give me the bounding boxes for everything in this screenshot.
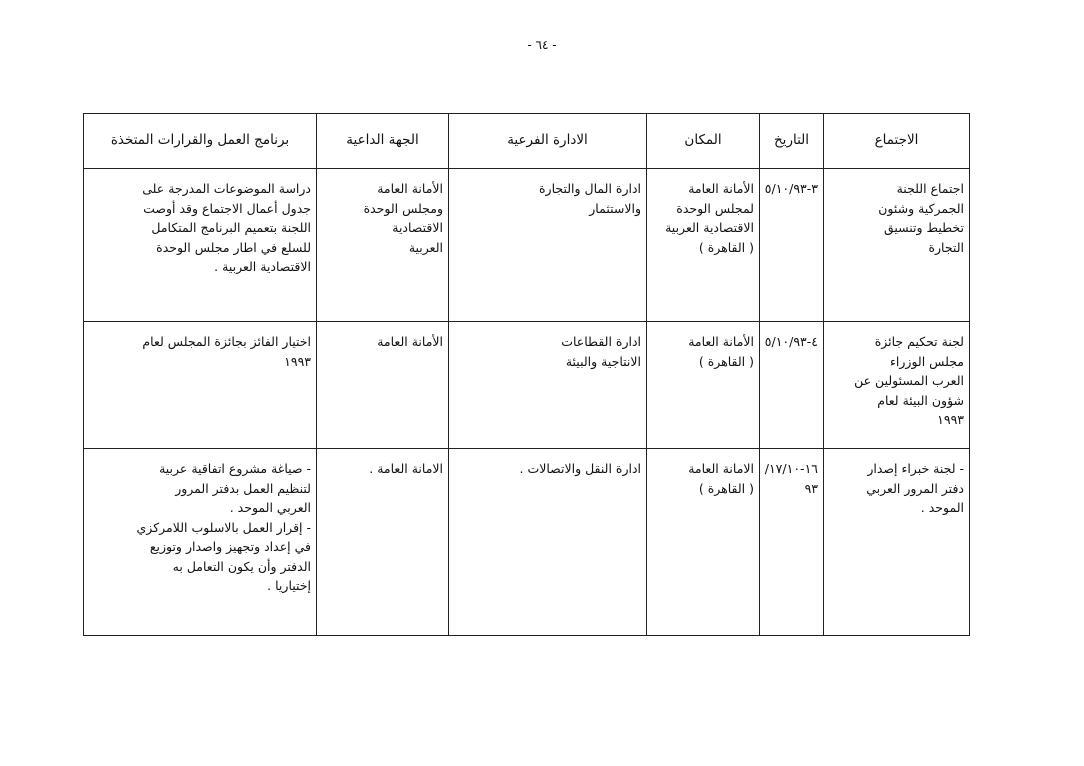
cell-line: ( القاهرة ) [698, 239, 754, 255]
cell-line: مجلس الوزراء [890, 353, 964, 369]
cell-line: العربية [408, 239, 443, 255]
header-date: التاريخ [759, 113, 824, 169]
table-header-row: الاجتماع التاريخ المكان الادارة الفرعية الجه… [83, 113, 970, 169]
cell-sub-department: ادارة القطاعات الانتاجية والبيئة [448, 321, 647, 449]
cell-line: - لجنة خبراء إصدار [867, 461, 964, 476]
cell-line: الانتاجية والبيئة [565, 353, 641, 369]
cell-line: ادارة المال والتجارة [539, 181, 641, 196]
cell-line: ادارة النقل والاتصالات . [519, 461, 642, 476]
cell-line: الموحد . [920, 500, 964, 515]
cell-line: العربي الموحد . [229, 500, 311, 515]
cell-line: جدول أعمال الاجتماع وقد أوصت [143, 200, 311, 216]
cell-location: الأمانة العامة ( القاهرة ) [646, 321, 760, 449]
cell-date: ٣-٥/١٠/٩٣ [759, 168, 824, 322]
cell-sub-department: ادارة المال والتجارة والاستثمار [448, 168, 647, 322]
cell-line: - إقرار العمل بالاسلوب اللامركزي [136, 519, 311, 535]
cell-line: دفتر المرور العربي [866, 480, 964, 496]
cell-line: الدفتر وأن يكون التعامل به [172, 558, 311, 574]
cell-line: ومجلس الوحدة [363, 200, 443, 216]
cell-line: الاقتصادية [392, 220, 443, 235]
cell-line: للسلع في اطار مجلس الوحدة [156, 239, 311, 255]
cell-line: لجنة تحكيم جائزة [874, 334, 964, 349]
cell-inviting-body: الامانة العامة . [316, 448, 449, 636]
cell-line: العرب المسئولين عن [854, 373, 964, 388]
header-location: المكان [646, 113, 760, 169]
cell-line: الأمانة العامة [377, 181, 443, 196]
meetings-table: الاجتماع التاريخ المكان الادارة الفرعية الجه… [83, 113, 970, 636]
cell-line: الأمانة العامة [688, 334, 754, 349]
cell-line: تخطيط وتنسيق [883, 220, 964, 235]
cell-date: ٤-٥/١٠/٩٣ [759, 321, 824, 449]
page-number: - ٦٤ - [527, 38, 557, 52]
cell-line: الامانة العامة . [369, 461, 443, 476]
cell-line: دراسة الموضوعات المدرجة على [142, 181, 311, 196]
header-meeting: الاجتماع [823, 113, 970, 169]
table-row: اجتماع اللجنة الجمركية وشئون تخطيط وتنسيق ا… [83, 168, 970, 322]
cell-meeting: لجنة تحكيم جائزة مجلس الوزراء العرب المسئو… [823, 321, 970, 449]
cell-decisions: دراسة الموضوعات المدرجة على جدول أعمال ال… [83, 168, 317, 322]
cell-decisions: - صياغة مشروع اتفاقية عربية لتنظيم العمل … [83, 448, 317, 636]
cell-line: - صياغة مشروع اتفاقية عربية [159, 461, 311, 476]
cell-location: الامانة العامة ( القاهرة ) [646, 448, 760, 636]
cell-inviting-body: الأمانة العامة [316, 321, 449, 449]
header-inviting-body: الجهة الداعية [316, 113, 449, 169]
cell-line: التجارة [928, 239, 964, 255]
cell-line: ٤-٥/١٠/٩٣ [764, 334, 818, 349]
cell-decisions: اختيار الفائز بجائزة المجلس لعام ١٩٩٣ [83, 321, 317, 449]
cell-date: ١٦-١٧/١٠/٩٣ [759, 448, 824, 636]
cell-inviting-body: الأمانة العامة ومجلس الوحدة الاقتصادية العر… [316, 168, 449, 322]
cell-line: لمجلس الوحدة [676, 200, 754, 216]
cell-line: ١٩٩٣ [937, 412, 964, 427]
header-sub-department: الادارة الفرعية [448, 113, 647, 169]
table-row: لجنة تحكيم جائزة مجلس الوزراء العرب المسئو… [83, 321, 970, 449]
cell-line: الأمانة العامة [688, 181, 754, 196]
cell-line: اختيار الفائز بجائزة المجلس لعام [142, 334, 311, 349]
cell-line: الجمركية وشئون [878, 200, 964, 216]
cell-line: الاقتصادية العربية [665, 220, 754, 235]
header-decisions: برنامج العمل والقرارات المتخذة [83, 113, 317, 169]
cell-line: والاستثمار [589, 200, 641, 216]
cell-location: الأمانة العامة لمجلس الوحدة الاقتصادية الع… [646, 168, 760, 322]
cell-meeting: اجتماع اللجنة الجمركية وشئون تخطيط وتنسيق ا… [823, 168, 970, 322]
cell-line: ( القاهرة ) [698, 480, 754, 496]
cell-meeting: - لجنة خبراء إصدار دفتر المرور العربي المو… [823, 448, 970, 636]
cell-line: ١٦-١٧/١٠/ [764, 461, 818, 476]
cell-line: الامانة العامة [688, 461, 754, 476]
cell-line: لتنظيم العمل بدفتر المرور [175, 480, 311, 496]
cell-line: ٩٣ [804, 480, 818, 496]
cell-line: اللجنة بتعميم البرنامج المتكامل [151, 220, 311, 235]
cell-line: ادارة القطاعات [561, 334, 641, 349]
cell-line: في إعداد وتجهيز واصدار وتوزيع [149, 539, 311, 554]
cell-line: الأمانة العامة [377, 334, 443, 349]
cell-line: ( القاهرة ) [698, 353, 754, 369]
cell-line: إختياريا . [267, 578, 311, 593]
cell-line: شؤون البيئة لعام [877, 392, 964, 408]
cell-line: اجتماع اللجنة [896, 181, 964, 196]
cell-line: ١٩٩٣ [284, 353, 311, 369]
cell-sub-department: ادارة النقل والاتصالات . [448, 448, 647, 636]
table-row: - لجنة خبراء إصدار دفتر المرور العربي المو… [83, 448, 970, 636]
cell-line: الاقتصادية العربية . [214, 259, 311, 274]
cell-line: ٣-٥/١٠/٩٣ [764, 181, 818, 196]
